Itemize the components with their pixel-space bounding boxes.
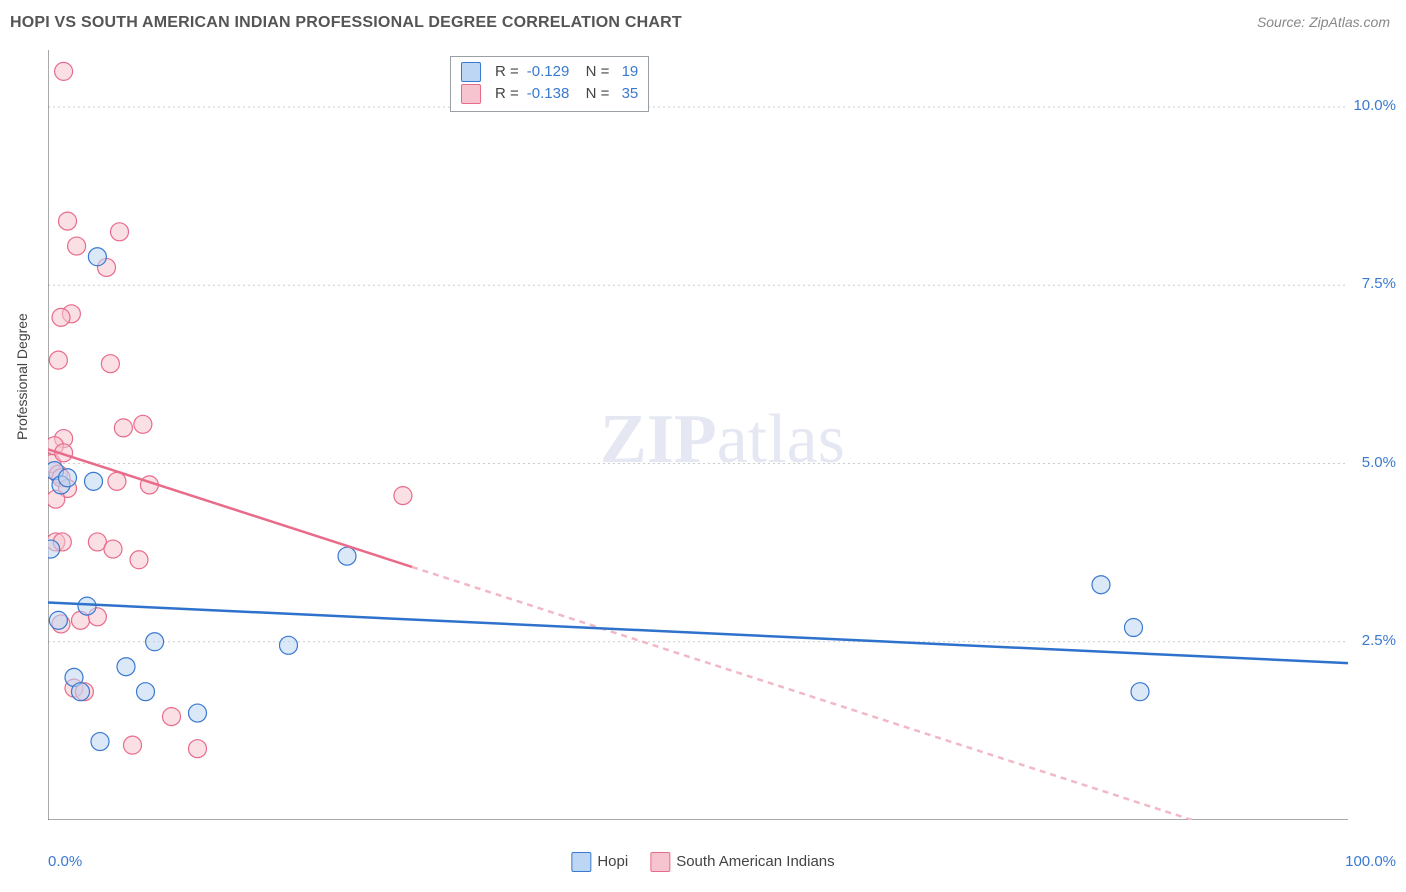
x-axis-end-label: 100.0% [1345,853,1396,870]
hopi-point [338,547,356,565]
sai-point [134,415,152,433]
regression-line [48,603,1348,664]
r-label: R = [495,83,519,105]
legend-item-hopi: Hopi [571,852,628,872]
hopi-point [78,597,96,615]
sai-point [189,740,207,758]
r-label: R = [495,61,519,83]
sai-point [55,62,73,80]
hopi-point [189,704,207,722]
n-value-hopi: 19 [617,61,638,83]
sai-point [68,237,86,255]
swatch-sai-icon [650,852,670,872]
hopi-point [1125,619,1143,637]
series-legend: Hopi South American Indians [571,852,834,872]
y-tick-label: 2.5% [1362,632,1396,649]
sai-point [104,540,122,558]
hopi-point [1092,576,1110,594]
sai-point [108,472,126,490]
legend-label-sai: South American Indians [676,853,834,870]
hopi-point [85,472,103,490]
swatch-hopi-icon [571,852,591,872]
hopi-point [146,633,164,651]
sai-point [111,223,129,241]
y-axis-label: Professional Degree [14,313,30,440]
regression-line [412,567,1192,820]
sai-point [114,419,132,437]
y-tick-label: 10.0% [1353,97,1396,114]
correlation-chart [48,50,1348,820]
sai-point [124,736,142,754]
hopi-point [88,248,106,266]
hopi-point [137,683,155,701]
r-value-hopi: -0.129 [527,61,570,83]
y-tick-label: 7.5% [1362,275,1396,292]
legend-item-sai: South American Indians [650,852,834,872]
hopi-point [91,733,109,751]
sai-point [52,308,70,326]
legend-label-hopi: Hopi [597,853,628,870]
sai-point [49,351,67,369]
sai-point [130,551,148,569]
r-value-sai: -0.138 [527,83,570,105]
n-label: N = [577,61,609,83]
hopi-point [280,636,298,654]
sai-point [101,355,119,373]
n-label: N = [577,83,609,105]
chart-source: Source: ZipAtlas.com [1257,14,1390,30]
rn-legend: R = -0.129 N = 19 R = -0.138 N = 35 [450,56,649,112]
hopi-point [72,683,90,701]
y-tick-label: 5.0% [1362,454,1396,471]
hopi-point [59,469,77,487]
sai-point [163,708,181,726]
hopi-point [49,611,67,629]
x-axis-start-label: 0.0% [48,853,82,870]
rn-row-hopi: R = -0.129 N = 19 [461,61,638,83]
sai-point [59,212,77,230]
n-value-sai: 35 [617,83,638,105]
swatch-hopi-icon [461,62,481,82]
rn-row-sai: R = -0.138 N = 35 [461,83,638,105]
swatch-sai-icon [461,84,481,104]
hopi-point [1131,683,1149,701]
chart-title: HOPI VS SOUTH AMERICAN INDIAN PROFESSION… [10,14,682,32]
sai-point [394,487,412,505]
hopi-point [117,658,135,676]
